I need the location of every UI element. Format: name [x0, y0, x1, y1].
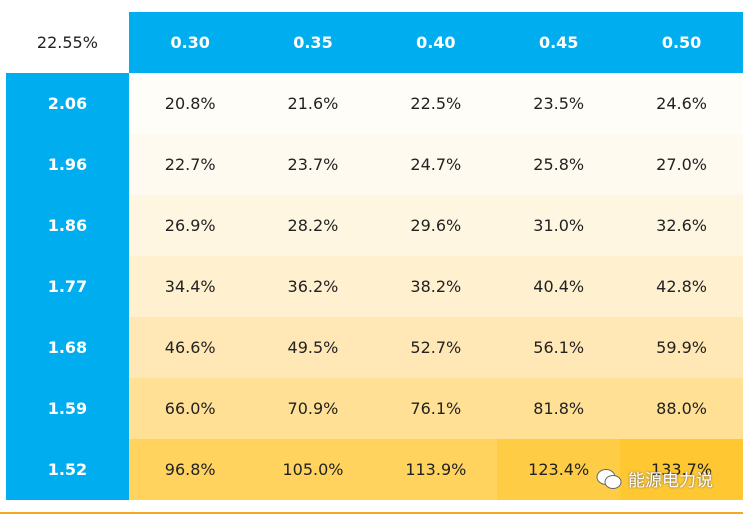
corner-cell: 22.55%	[6, 12, 129, 73]
table-cell: 88.0%	[620, 378, 743, 439]
column-header: 0.30	[128, 12, 252, 73]
table-cell: 24.7%	[374, 134, 498, 195]
table-cell: 49.5%	[251, 317, 375, 378]
table-cell: 21.6%	[251, 73, 375, 134]
column-header: 0.40	[374, 12, 498, 73]
table-row: 1.59 66.0% 70.9% 76.1% 81.8% 88.0%	[6, 378, 743, 439]
table-cell: 26.9%	[128, 195, 252, 256]
header-row: 22.55% 0.30 0.35 0.40 0.45 0.50	[6, 12, 743, 73]
table-cell: 20.8%	[128, 73, 252, 134]
table-cell: 32.6%	[620, 195, 743, 256]
table-cell: 42.8%	[620, 256, 743, 317]
table-cell: 22.7%	[128, 134, 252, 195]
table-cell: 81.8%	[497, 378, 621, 439]
table-cell: 52.7%	[374, 317, 498, 378]
row-header: 1.96	[6, 134, 129, 195]
table-cell: 31.0%	[497, 195, 621, 256]
table-cell: 76.1%	[374, 378, 498, 439]
table-cell: 23.7%	[251, 134, 375, 195]
table-cell: 23.5%	[497, 73, 621, 134]
table-cell: 38.2%	[374, 256, 498, 317]
table-cell: 29.6%	[374, 195, 498, 256]
table-cell: 105.0%	[251, 439, 375, 500]
table-cell: 28.2%	[251, 195, 375, 256]
table-cell: 70.9%	[251, 378, 375, 439]
column-header: 0.45	[497, 12, 621, 73]
table-cell: 133.7%	[620, 439, 743, 500]
row-header: 1.59	[6, 378, 129, 439]
table-cell: 24.6%	[620, 73, 743, 134]
table-cell: 46.6%	[128, 317, 252, 378]
watermark-text: 能源电力说	[628, 471, 713, 491]
table-row: 1.77 34.4% 36.2% 38.2% 40.4% 42.8%	[6, 256, 743, 317]
table-cell: 34.4%	[128, 256, 252, 317]
table-cell: 96.8%	[128, 439, 252, 500]
watermark: 能源电力说	[596, 466, 713, 491]
row-header: 1.52	[6, 439, 129, 500]
sensitivity-table: 22.55% 0.30 0.35 0.40 0.45 0.50 2.06 20.8% 21.6%…	[6, 12, 743, 500]
table-row: 1.52 96.8% 105.0% 113.9% 123.4% 133.7%	[6, 439, 743, 500]
column-header: 0.35	[251, 12, 375, 73]
bottom-rule	[0, 512, 743, 514]
table-cell: 113.9%	[374, 439, 498, 500]
row-header: 2.06	[6, 73, 129, 134]
table-row: 1.68 46.6% 49.5% 52.7% 56.1% 59.9%	[6, 317, 743, 378]
table-cell: 22.5%	[374, 73, 498, 134]
table-cell: 36.2%	[251, 256, 375, 317]
table-cell: 56.1%	[497, 317, 621, 378]
row-header: 1.68	[6, 317, 129, 378]
wechat-icon	[596, 468, 622, 489]
table-row: 2.06 20.8% 21.6% 22.5% 23.5% 24.6%	[6, 73, 743, 134]
row-header: 1.86	[6, 195, 129, 256]
table-cell: 27.0%	[620, 134, 743, 195]
table-cell: 25.8%	[497, 134, 621, 195]
table-row: 1.96 22.7% 23.7% 24.7% 25.8% 27.0%	[6, 134, 743, 195]
table-cell: 123.4%	[497, 439, 621, 500]
table-row: 1.86 26.9% 28.2% 29.6% 31.0% 32.6%	[6, 195, 743, 256]
table-cell: 59.9%	[620, 317, 743, 378]
table-cell: 40.4%	[497, 256, 621, 317]
row-header: 1.77	[6, 256, 129, 317]
column-header: 0.50	[620, 12, 743, 73]
table-cell: 66.0%	[128, 378, 252, 439]
